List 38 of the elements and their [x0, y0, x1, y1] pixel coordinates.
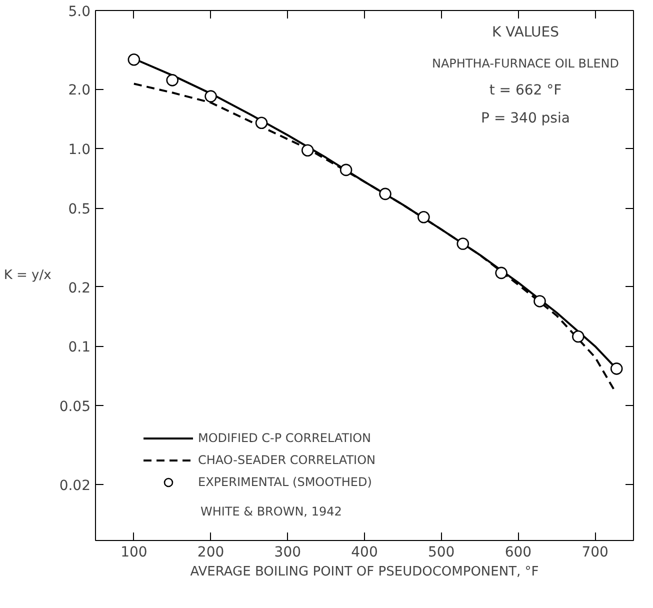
x-axis-title: AVERAGE BOILING POINT OF PSEUDOCOMPONENT, °F	[190, 564, 539, 580]
point	[128, 54, 140, 66]
legend-label: CHAO-SEADER CORRELATION	[198, 453, 376, 467]
y-tick-label: 0.05	[59, 399, 90, 416]
y-axis-title: K = y/x	[4, 268, 52, 283]
x-tick-label: 300	[274, 544, 302, 560]
y-tick-label: 0.5	[68, 202, 90, 218]
legend-label: EXPERIMENTAL (SMOOTHED)	[198, 475, 372, 489]
x-tick-label: 600	[504, 544, 532, 560]
y-tick-label: 5.0	[68, 4, 90, 20]
y-tick-label: 0.1	[68, 340, 90, 356]
point	[495, 266, 508, 280]
point	[610, 362, 623, 375]
y-tick-label: 0.2	[68, 280, 90, 296]
y-tick-label: 1.0	[68, 142, 90, 158]
point	[301, 144, 314, 156]
point	[340, 164, 352, 176]
point	[456, 238, 470, 250]
annotation: P = 340 psia	[481, 110, 570, 126]
point	[418, 211, 430, 224]
point	[379, 188, 392, 200]
annotation: WHITE & BROWN, 1942	[200, 504, 342, 518]
x-tick-label: 700	[582, 544, 608, 560]
point	[534, 295, 546, 308]
point	[204, 90, 217, 102]
x-tick-label: 500	[428, 544, 455, 560]
text: K VALUES	[492, 24, 560, 40]
x-tick-label: 200	[197, 544, 224, 560]
legend-label: MODIFIED C-P CORRELATION	[198, 431, 372, 445]
point	[255, 116, 268, 130]
y-tick-label: 2.0	[68, 82, 90, 99]
point	[572, 330, 584, 343]
text: NAPHTHA-FURNACE OIL BLEND	[432, 56, 620, 70]
y-tick-label: 0.02	[59, 478, 90, 494]
annotation: t = 662 °F	[489, 82, 562, 98]
x-tick-label: 100	[120, 544, 148, 560]
point	[166, 74, 179, 86]
x-tick-label: 400	[351, 544, 378, 560]
